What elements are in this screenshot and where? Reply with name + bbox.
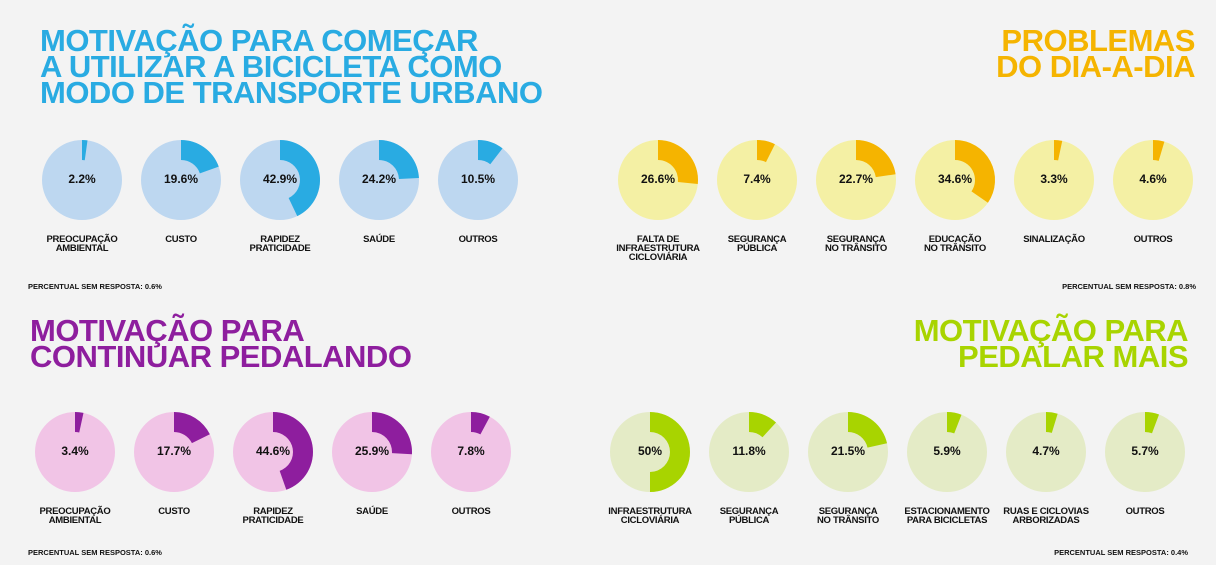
donut-segment [848,412,888,448]
donut-segment [75,412,84,433]
value-label: 22.7% [838,172,874,186]
no-answer-note: PERCENTUAL SEM RESPOSTA: 0.4% [1054,548,1188,557]
donut-segment [280,140,320,217]
section-title: PROBLEMAS DO DIA-A-DIA [996,23,1195,84]
category-label: SAÚDE [363,234,395,245]
donut-segment [478,140,503,165]
donut-base [438,140,518,220]
category-label: OUTROS [1133,234,1173,245]
value-label: 42.9% [262,172,298,186]
donut-base [1006,412,1086,492]
donut-segment [372,412,413,455]
donut-segment [757,140,775,163]
value-label: 7.8% [457,444,485,458]
donut-segment [749,412,777,438]
value-label: 3.3% [1040,172,1068,186]
value-label: 7.4% [743,172,771,186]
value-label: 4.7% [1032,444,1060,458]
category-label: SEGURANÇA NO TRÂNSITO [817,506,879,526]
category-label: FALTA DE INFRAESTRUTURA CICLOVIÁRIA [616,234,700,263]
donut-segment [947,412,962,434]
donut-base [1014,140,1094,220]
value-label: 17.7% [156,444,192,458]
donut-segment [1046,412,1058,433]
donut-segment [379,140,419,179]
category-label: ESTACIONAMENTO PARA BICICLETAS [904,506,990,526]
donut-segment [955,140,995,203]
donut-segment [181,140,219,174]
category-label: SEGURANÇA PÚBLICA [727,234,787,254]
donut-segment [650,412,690,492]
category-label: OUTROS [458,234,498,245]
category-label: SINALIZAÇÃO [1023,234,1085,245]
category-label: SAÚDE [356,506,388,517]
value-label: 10.5% [460,172,496,186]
value-label: 34.6% [937,172,973,186]
donut-segment [471,412,490,435]
category-label: OUTROS [1125,506,1165,517]
category-label: PREOCUPAÇÃO AMBIENTAL [39,506,111,526]
value-label: 44.6% [255,444,291,458]
donut-base [717,140,797,220]
donut-segment [273,412,314,490]
category-label: RAPIDEZ PRATICIDADE [242,506,304,526]
donut-base [709,412,789,492]
value-label: 26.6% [640,172,676,186]
category-label: INFRAESTRUTURA CICLOVIÁRIA [608,506,692,526]
category-label: OUTROS [451,506,491,517]
value-label: 4.6% [1139,172,1167,186]
category-label: SEGURANÇA NO TRÂNSITO [825,234,887,254]
donut-segment [658,140,698,185]
donut-segment [856,140,896,178]
donut-segment [1153,140,1165,161]
value-label: 5.7% [1131,444,1159,458]
value-label: 3.4% [61,444,89,458]
value-label: 24.2% [361,172,397,186]
no-answer-note: PERCENTUAL SEM RESPOSTA: 0.8% [1062,282,1196,291]
section-title: MOTIVAÇÃO PARA COMEÇAR A UTILIZAR A BICI… [40,23,543,110]
value-label: 5.9% [933,444,961,458]
value-label: 11.8% [732,444,766,458]
category-label: PREOCUPAÇÃO AMBIENTAL [46,234,118,254]
no-answer-note: PERCENTUAL SEM RESPOSTA: 0.6% [28,548,162,557]
no-answer-note: PERCENTUAL SEM RESPOSTA: 0.6% [28,282,162,291]
donut-base [1113,140,1193,220]
donut-base [1105,412,1185,492]
donut-base [907,412,987,492]
value-label: 50% [637,444,663,458]
donut-segment [174,412,210,444]
category-label: CUSTO [158,506,190,517]
value-label: 19.6% [163,172,199,186]
value-label: 21.5% [830,444,866,458]
donut-segment [1145,412,1160,434]
section-title: MOTIVAÇÃO PARA CONTINUAR PEDALANDO [30,313,412,374]
category-label: RUAS E CICLOVIAS ARBORIZADAS [1003,506,1089,526]
donut-segment [82,140,88,161]
category-label: EDUCAÇÃO NO TRÂNSITO [924,234,986,254]
donut-base [35,412,115,492]
donut-base [42,140,122,220]
category-label: RAPIDEZ PRATICIDADE [249,234,311,254]
section-title: MOTIVAÇÃO PARA PEDALAR MAIS [913,313,1189,374]
value-label: 25.9% [354,444,390,458]
value-label: 2.2% [68,172,96,186]
donut-segment [1054,140,1063,161]
donut-base [431,412,511,492]
category-label: CUSTO [165,234,197,245]
category-label: SEGURANÇA PÚBLICA [719,506,779,526]
